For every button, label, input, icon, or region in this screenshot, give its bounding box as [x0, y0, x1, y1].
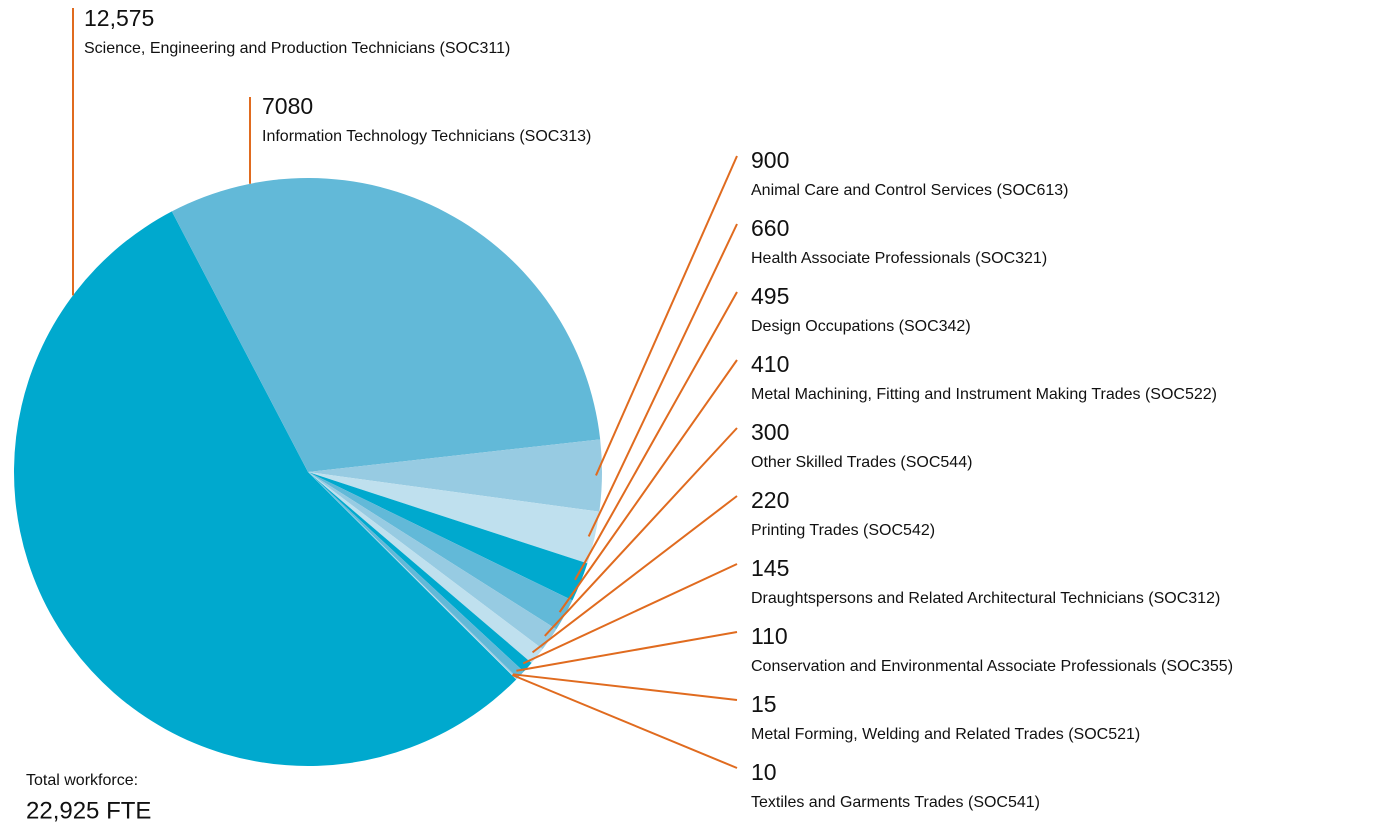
pie-slice: [308, 472, 600, 564]
value-label: 15: [751, 691, 777, 717]
pie-slice: [308, 472, 573, 630]
leader-line: [516, 631, 738, 672]
pie-slice: [308, 472, 543, 663]
total-label: Total workforce:: [26, 772, 138, 789]
pie-slice: [308, 472, 532, 672]
value-label: 900: [751, 147, 789, 173]
pie-slice: [13, 211, 517, 767]
leader-line: [512, 673, 738, 701]
value-label: 10: [751, 759, 777, 785]
total-value: 22,925 FTE: [26, 797, 151, 824]
category-label: Science, Engineering and Production Tech…: [84, 40, 510, 57]
value-label: 220: [751, 487, 789, 513]
value-label: 7080: [262, 93, 313, 119]
leader-line: [595, 155, 738, 476]
pie-slice: [308, 472, 557, 650]
category-label: Other Skilled Trades (SOC544): [751, 454, 972, 471]
category-label: Health Associate Professionals (SOC321): [751, 250, 1047, 267]
value-label: 660: [751, 215, 789, 241]
pie-slice: [308, 439, 602, 512]
leader-line: [544, 427, 738, 637]
pie-slice: [308, 472, 524, 679]
leader-line: [522, 563, 738, 665]
category-label: Conservation and Environmental Associate…: [751, 658, 1233, 675]
value-label: 110: [751, 623, 788, 649]
value-label: 300: [751, 419, 789, 445]
leader-line: [511, 674, 738, 769]
leader-line: [574, 291, 738, 581]
category-label: Metal Forming, Welding and Related Trade…: [751, 726, 1140, 743]
value-label: 495: [751, 283, 789, 309]
category-label: Printing Trades (SOC542): [751, 522, 935, 539]
category-label: Design Occupations (SOC342): [751, 318, 971, 335]
leader-line: [558, 359, 738, 613]
pie-slice: [308, 472, 518, 679]
category-label: Draughtspersons and Related Architectura…: [751, 590, 1220, 607]
category-label: Animal Care and Control Services (SOC613…: [751, 182, 1068, 199]
category-label: Information Technology Technicians (SOC3…: [262, 128, 591, 145]
pie-slice: [308, 472, 588, 601]
category-label: Textiles and Garments Trades (SOC541): [751, 794, 1040, 811]
category-label: Metal Machining, Fitting and Instrument …: [751, 386, 1217, 403]
leader-line: [531, 495, 738, 654]
pie-slice: [308, 472, 517, 680]
value-label: 145: [751, 555, 789, 581]
leader-line: [587, 223, 738, 537]
value-label: 410: [751, 351, 789, 377]
pie-slice: [171, 178, 601, 472]
value-label: 12,575: [84, 5, 154, 31]
